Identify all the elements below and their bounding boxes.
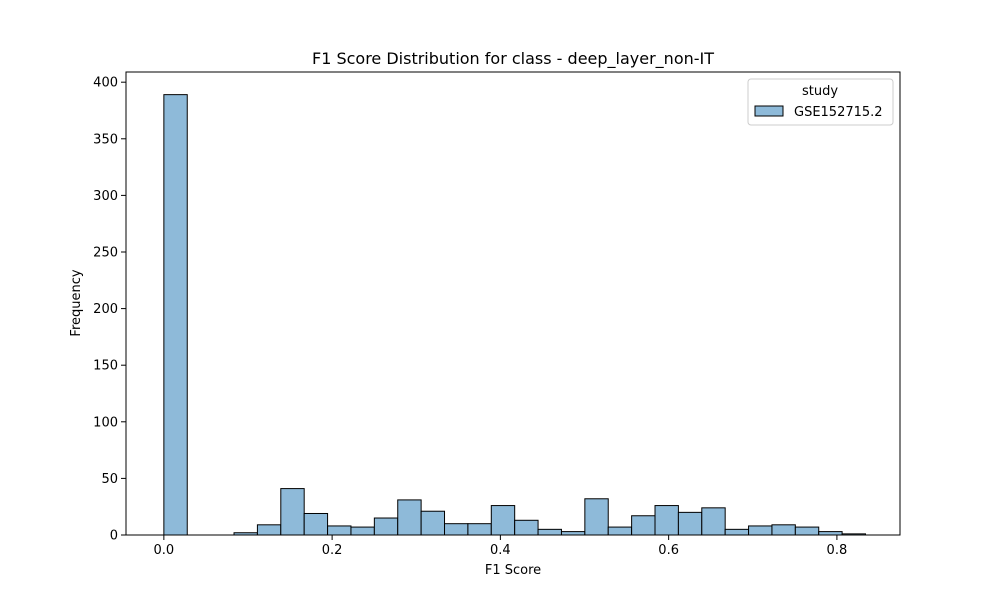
histogram-bar <box>607 526 633 536</box>
bars-group <box>163 94 867 536</box>
histogram-bar <box>560 531 586 536</box>
chart-title: F1 Score Distribution for class - deep_l… <box>312 49 714 69</box>
x-tick-label: 0.6 <box>658 543 679 558</box>
legend-box <box>747 78 894 126</box>
histogram-bar <box>467 523 492 536</box>
y-tick-label: 100 <box>93 415 118 430</box>
legend-title: study <box>802 84 838 99</box>
histogram-bar <box>748 525 773 536</box>
y-tick-label: 300 <box>93 189 118 204</box>
histogram-bar <box>677 511 703 536</box>
y-tick-label: 400 <box>93 76 118 91</box>
histogram-bar <box>327 525 352 536</box>
x-axis-label: F1 Score <box>485 563 541 578</box>
y-axis-label: Frequency <box>69 269 84 336</box>
y-tick-label: 0 <box>110 529 118 544</box>
y-tick-label: 50 <box>101 472 118 487</box>
y-tick-label: 200 <box>93 302 118 317</box>
histogram-bar <box>794 526 820 536</box>
histogram-bar <box>537 528 562 536</box>
histogram-bar <box>163 94 188 536</box>
x-tick-label: 0.0 <box>154 543 175 558</box>
plot-frame <box>125 71 901 536</box>
histogram-bar <box>420 510 446 536</box>
histogram-bar <box>373 517 399 536</box>
histogram-bar <box>724 528 750 536</box>
histogram-bar <box>584 498 609 536</box>
histogram-bar <box>818 531 843 536</box>
legend-label: GSE152715.2 <box>794 105 883 120</box>
y-tick-label: 250 <box>93 245 118 260</box>
legend: study GSE152715.2 <box>747 78 894 126</box>
histogram-bar <box>444 523 469 536</box>
histogram-bar <box>514 519 539 536</box>
histogram-bar <box>701 507 726 536</box>
histogram-bar <box>397 499 422 536</box>
histogram-bar <box>490 505 516 536</box>
y-axis-ticks: 0 50 100 150 200 250 300 350 400 <box>93 76 126 544</box>
histogram-bar <box>256 524 282 536</box>
histogram-bar <box>280 488 305 536</box>
histogram-bar <box>631 515 656 536</box>
histogram-bar <box>303 512 329 536</box>
histogram-bar <box>654 505 679 536</box>
x-tick-label: 0.2 <box>322 543 343 558</box>
y-tick-label: 350 <box>93 132 118 147</box>
x-tick-label: 0.4 <box>490 543 511 558</box>
histogram-bar <box>350 526 375 536</box>
legend-swatch <box>754 105 784 117</box>
histogram-bar <box>771 524 796 536</box>
x-tick-label: 0.8 <box>827 543 848 558</box>
x-axis-ticks: 0.0 0.2 0.4 0.6 0.8 <box>154 535 848 558</box>
y-tick-label: 150 <box>93 359 118 374</box>
